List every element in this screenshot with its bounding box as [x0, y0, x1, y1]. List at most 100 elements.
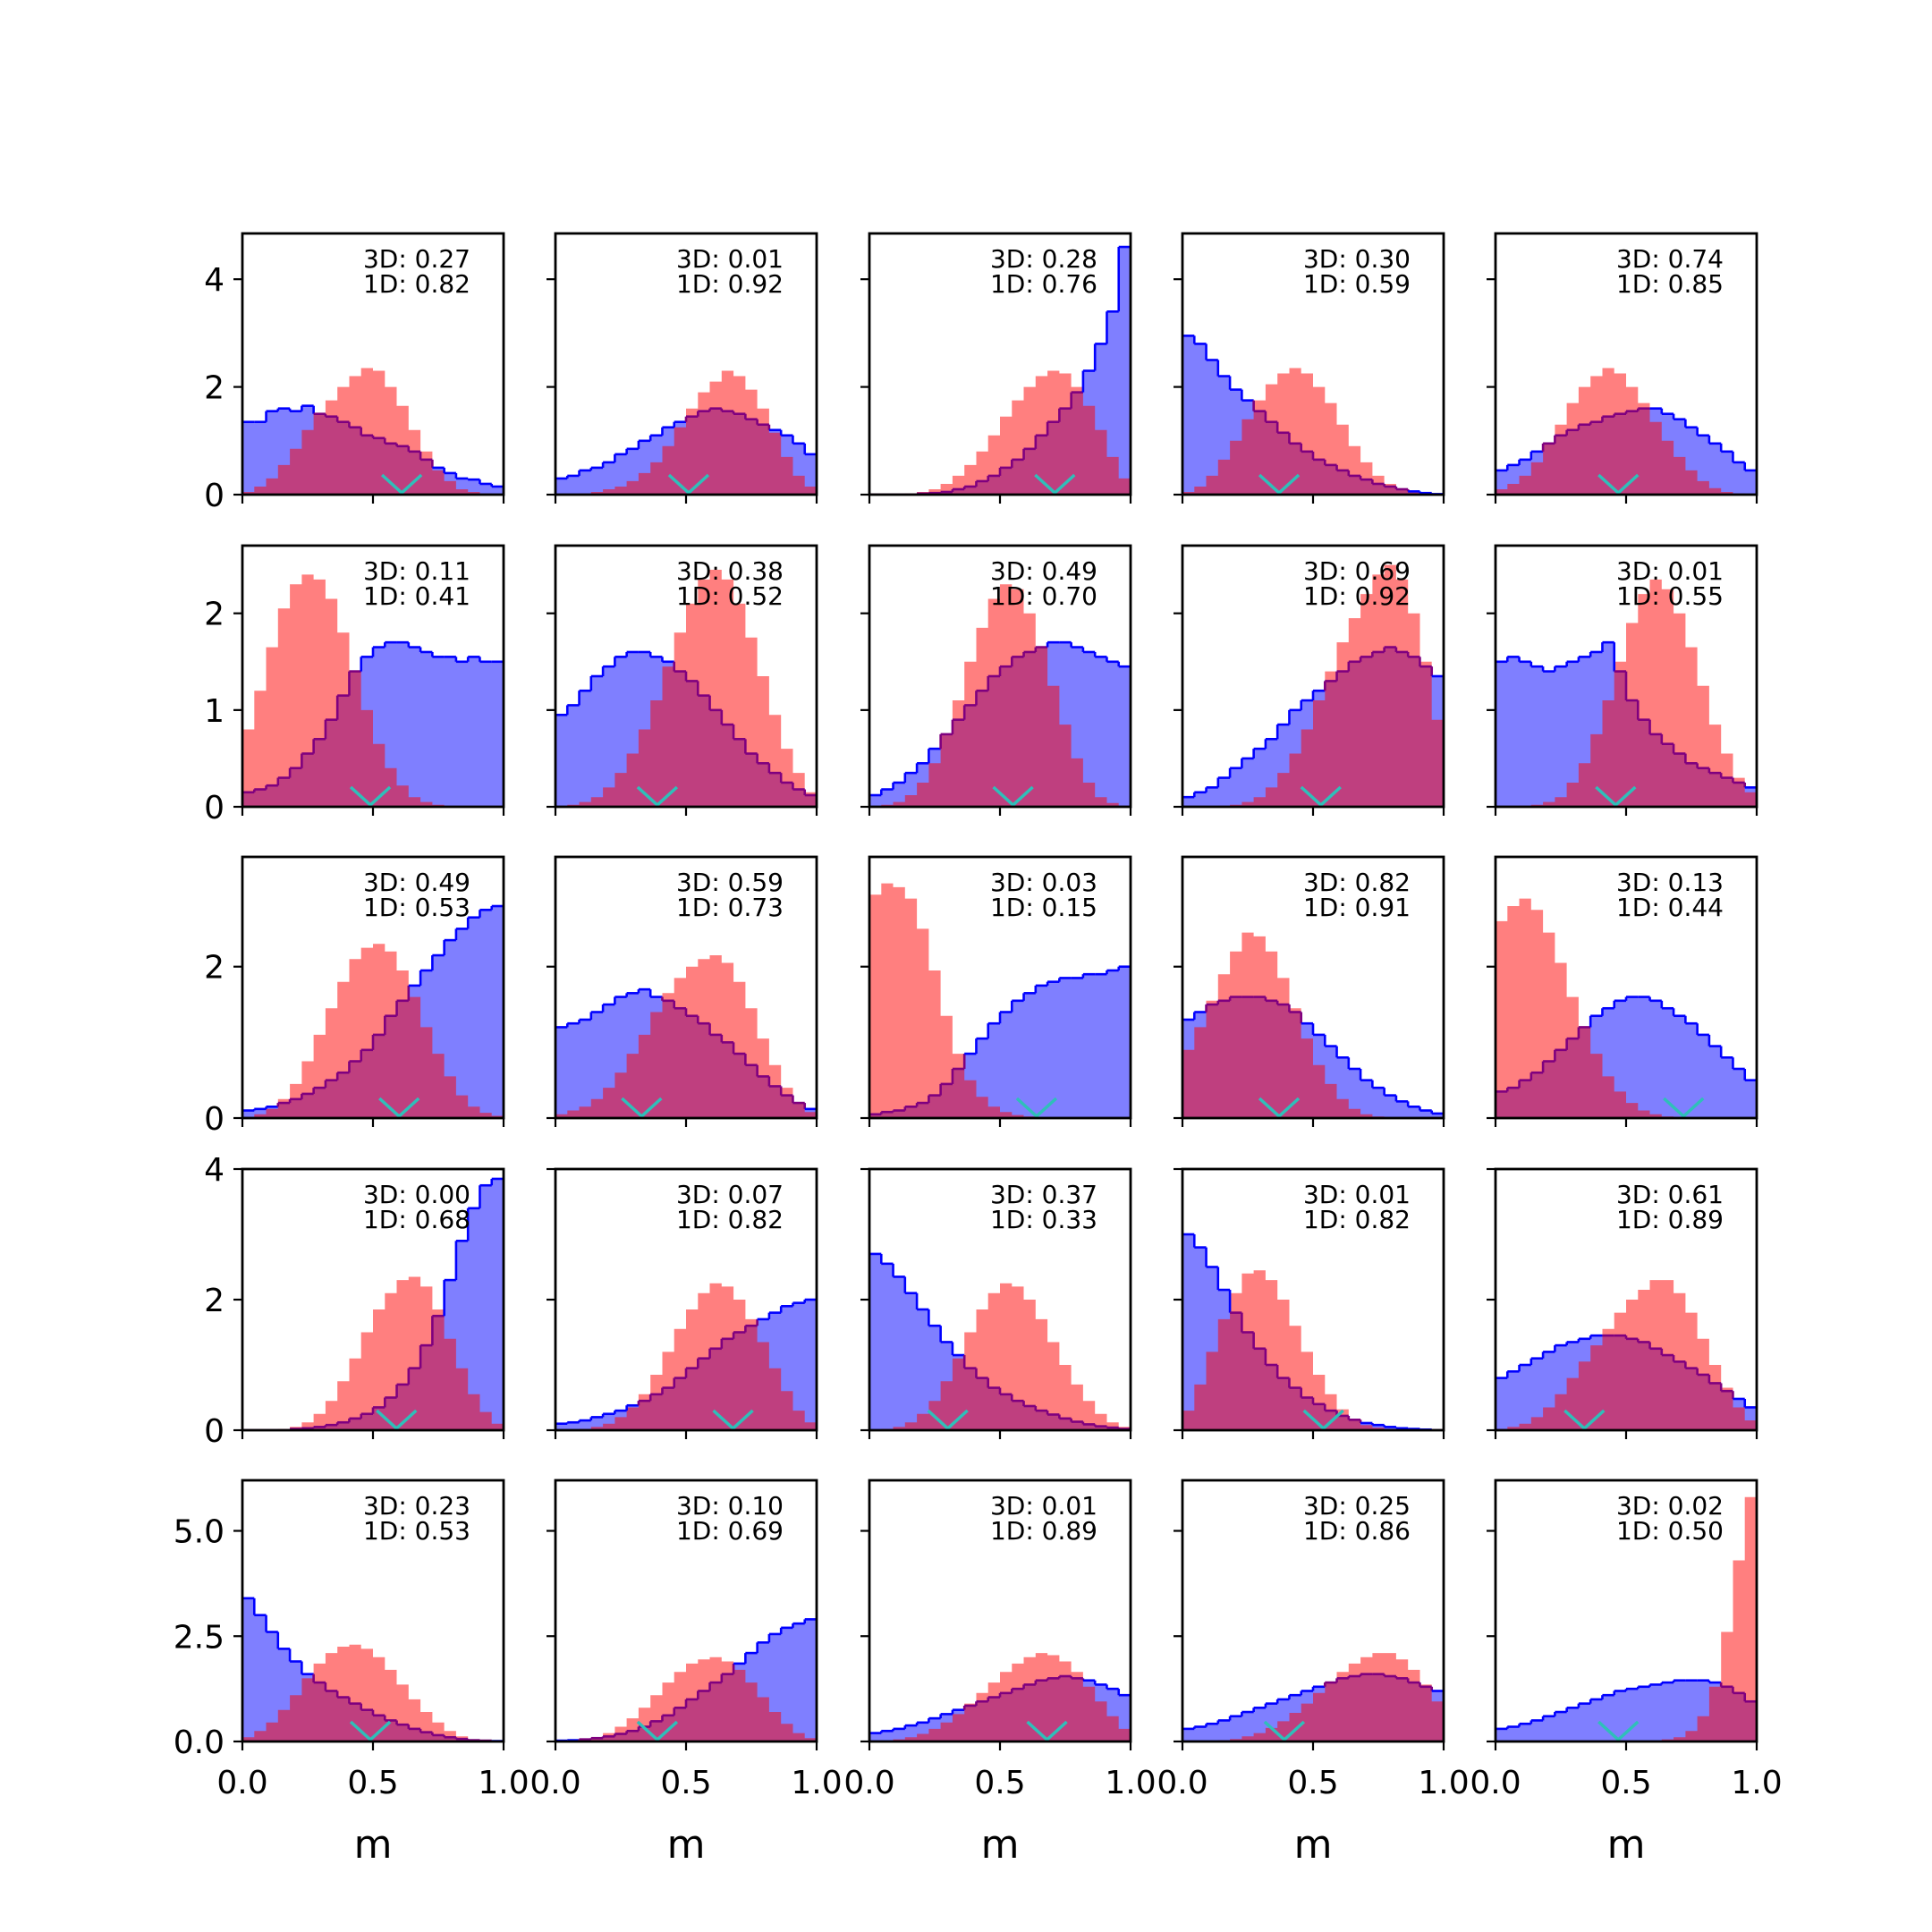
score-annotation: 3D: 0.49: [990, 556, 1097, 586]
score-annotation: 1D: 0.85: [1616, 269, 1724, 299]
score-annotation: 3D: 0.01: [1303, 1180, 1411, 1209]
x-tick-label: 1.0: [1731, 1765, 1782, 1801]
red-histogram-fill: [242, 574, 504, 807]
cyan-v-marker: [1300, 785, 1342, 807]
red-histogram-fill: [1182, 932, 1444, 1118]
red-histogram-fill: [555, 955, 817, 1118]
score-annotation: 1D: 0.89: [990, 1516, 1097, 1546]
score-annotation: 3D: 0.25: [1303, 1491, 1411, 1521]
red-histogram-fill: [242, 944, 504, 1118]
panel-data-layer: [869, 245, 1131, 495]
y-tick-label: 4: [204, 262, 225, 299]
cyan-v-marker: [378, 1097, 420, 1118]
cyan-v-marker: [1258, 473, 1301, 495]
panel-data-layer: [869, 584, 1131, 807]
y-tick-label: 0.0: [174, 1724, 225, 1761]
score-annotation: 1D: 0.15: [990, 893, 1097, 922]
score-annotation: 1D: 0.82: [676, 1205, 784, 1234]
cyan-v-marker: [667, 473, 710, 495]
score-annotation: 3D: 0.13: [1616, 868, 1724, 897]
score-annotation: 3D: 0.10: [676, 1491, 784, 1521]
y-tick-label: 4: [204, 1152, 225, 1189]
panel-data-layer: [555, 1283, 817, 1430]
score-annotation: 1D: 0.91: [1303, 893, 1411, 922]
score-annotation: 3D: 0.38: [676, 556, 784, 586]
red-histogram-fill: [1496, 368, 1757, 495]
cyan-v-marker: [1595, 785, 1637, 807]
x-tick-label: 0.0: [216, 1765, 267, 1801]
cyan-v-marker: [1597, 1720, 1640, 1741]
score-annotation: 1D: 0.52: [676, 581, 784, 611]
cyan-v-marker: [636, 785, 679, 807]
score-annotation: 3D: 0.01: [676, 244, 784, 274]
score-annotation: 1D: 0.89: [1616, 1205, 1724, 1234]
score-annotation: 1D: 0.55: [1616, 581, 1724, 611]
cyan-v-marker: [380, 473, 423, 495]
red-histogram-fill: [242, 1644, 504, 1741]
score-annotation: 3D: 0.61: [1616, 1180, 1724, 1209]
score-annotation: 1D: 0.82: [363, 269, 470, 299]
panel-data-layer: [1496, 579, 1757, 807]
score-annotation: 3D: 0.01: [1616, 556, 1724, 586]
cyan-v-marker: [349, 785, 392, 807]
y-tick-label: 2: [204, 950, 225, 987]
y-tick-label: 2: [204, 370, 225, 407]
score-annotation: 1D: 0.68: [363, 1205, 470, 1234]
score-annotation: 3D: 0.37: [990, 1180, 1097, 1209]
cyan-v-marker: [1258, 1097, 1301, 1118]
cyan-v-marker: [1563, 1409, 1606, 1430]
red-histogram-fill: [869, 883, 1131, 1118]
y-tick-label: 2: [204, 597, 225, 633]
score-annotation: 3D: 0.27: [363, 244, 470, 274]
x-tick-label: 0.5: [660, 1765, 711, 1801]
panel-data-layer: [1182, 564, 1444, 807]
panel-data-layer: [869, 883, 1131, 1118]
score-annotation: 1D: 0.44: [1616, 893, 1724, 922]
score-annotation: 1D: 0.76: [990, 269, 1097, 299]
panel-data-layer: [1496, 1280, 1757, 1430]
score-annotation: 3D: 0.28: [990, 244, 1097, 274]
score-annotation: 1D: 0.33: [990, 1205, 1097, 1234]
panel-data-layer: [1496, 1496, 1757, 1741]
x-tick-label: 1.0: [1418, 1765, 1469, 1801]
score-annotation: 3D: 0.49: [363, 868, 470, 897]
score-annotation: 3D: 0.82: [1303, 868, 1411, 897]
score-annotation: 1D: 0.69: [676, 1516, 784, 1546]
panel-data-layer: [555, 370, 817, 495]
score-annotation: 1D: 0.82: [1303, 1205, 1411, 1234]
blue-histogram-fill: [1496, 1680, 1757, 1741]
score-annotation: 1D: 0.92: [676, 269, 784, 299]
panel-data-layer: [555, 570, 817, 807]
red-histogram-fill: [1182, 564, 1444, 807]
x-axis-label: m: [1607, 1822, 1646, 1868]
score-annotation: 1D: 0.92: [1303, 581, 1411, 611]
score-annotation: 3D: 0.03: [990, 868, 1097, 897]
x-axis-label: m: [981, 1822, 1020, 1868]
cyan-v-marker: [927, 1409, 969, 1430]
panel-data-layer: [869, 1653, 1131, 1741]
y-tick-label: 0: [204, 1413, 225, 1450]
y-tick-label: 2.5: [174, 1619, 225, 1656]
red-histogram-fill: [555, 1283, 817, 1430]
red-histogram-fill: [555, 370, 817, 495]
score-annotation: 1D: 0.59: [1303, 269, 1411, 299]
panel-data-layer: [1496, 898, 1757, 1118]
cyan-v-marker: [1034, 473, 1076, 495]
score-annotation: 1D: 0.50: [1616, 1516, 1724, 1546]
x-axis-label: m: [1294, 1822, 1333, 1868]
cyan-v-marker: [712, 1409, 754, 1430]
